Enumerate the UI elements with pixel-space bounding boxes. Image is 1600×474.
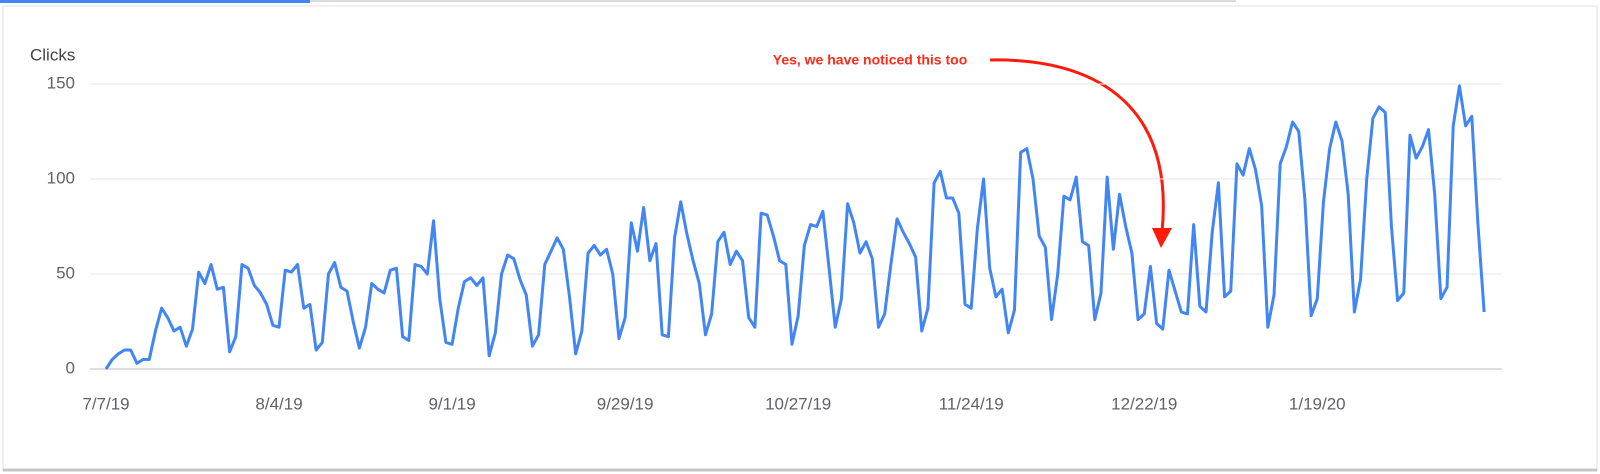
y-tick-label: 150 bbox=[47, 73, 75, 92]
data-line bbox=[104, 84, 1486, 370]
x-tick-label: 9/29/19 bbox=[597, 394, 654, 413]
y-tick-label: 0 bbox=[66, 358, 75, 377]
y-tick-label: 50 bbox=[56, 263, 75, 282]
x-tick-label: 8/4/19 bbox=[255, 394, 302, 413]
x-tick-label: 10/27/19 bbox=[765, 394, 831, 413]
x-tick-label: 1/19/20 bbox=[1289, 394, 1346, 413]
annotation-arrowhead bbox=[1152, 228, 1172, 248]
annotation: Yes, we have noticed this too bbox=[773, 52, 968, 68]
x-tick-label: 7/7/19 bbox=[82, 394, 129, 413]
x-tick-label: 12/22/19 bbox=[1111, 394, 1177, 413]
plot-area: 0 50 100 150 7/7/19 8/4/19 9/1/19 9/29/19 10/27/… bbox=[47, 73, 1502, 413]
x-tick-label: 11/24/19 bbox=[939, 394, 1004, 413]
y-axis-label: Clicks bbox=[30, 45, 75, 64]
y-tick-label: 100 bbox=[47, 168, 75, 187]
annotation-arrow bbox=[989, 58, 1165, 233]
x-tick-label: 9/1/19 bbox=[428, 394, 475, 413]
